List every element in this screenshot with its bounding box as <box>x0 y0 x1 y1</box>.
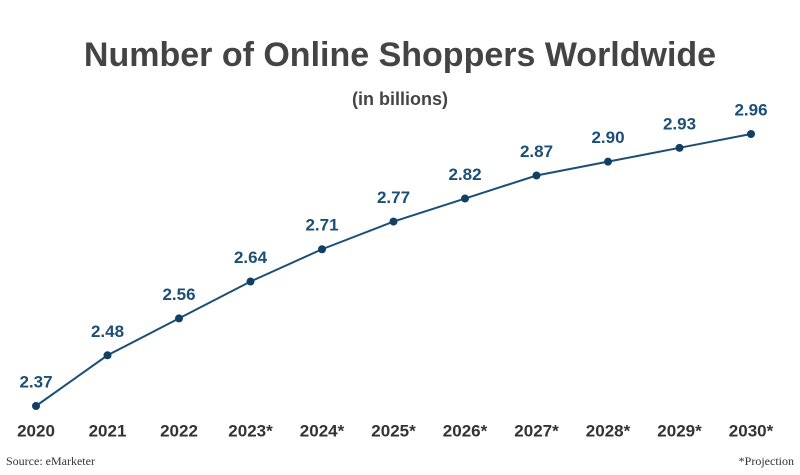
x-tick-label: 2027* <box>514 421 559 440</box>
data-label: 2.82 <box>448 165 481 184</box>
point <box>32 402 40 410</box>
point <box>389 217 398 226</box>
point <box>103 351 112 360</box>
data-label: 2.71 <box>305 216 338 235</box>
data-label: 2.96 <box>734 100 767 119</box>
x-tick-label: 2026* <box>443 421 488 440</box>
point <box>675 143 684 152</box>
x-tick-label: 2023* <box>228 421 273 440</box>
source: Source: eMarketer <box>6 454 95 468</box>
note: *Projection <box>739 454 794 468</box>
data-label: 2.64 <box>234 248 268 267</box>
point <box>604 157 612 166</box>
x-tick-label: 2022 <box>160 421 198 440</box>
point <box>461 194 469 203</box>
x-tick-label: 2024* <box>300 421 345 440</box>
data-label: 2.77 <box>377 188 410 207</box>
x-tick-label: 2028* <box>586 421 631 440</box>
point <box>532 171 541 180</box>
chart-subtitle: (in billions) <box>352 89 448 109</box>
point <box>747 130 755 138</box>
data-label: 2.56 <box>162 285 195 304</box>
data-label: 2.87 <box>520 142 553 161</box>
x-tick-label: 2029* <box>657 421 702 440</box>
data-label: 2.48 <box>91 322 124 341</box>
data-label: 2.93 <box>663 114 696 133</box>
point <box>246 277 255 286</box>
x-tick-label: 2021 <box>89 421 127 440</box>
point <box>175 314 183 323</box>
x-tick-label: 2025* <box>371 421 416 440</box>
x-tick-label: 2030* <box>729 421 774 440</box>
data-label: 2.90 <box>591 128 624 147</box>
point <box>318 245 326 254</box>
data-label: 2.37 <box>19 372 52 391</box>
chart-title: Number of Online Shoppers Worldwide <box>84 36 716 74</box>
x-tick-label: 2020 <box>17 421 55 440</box>
